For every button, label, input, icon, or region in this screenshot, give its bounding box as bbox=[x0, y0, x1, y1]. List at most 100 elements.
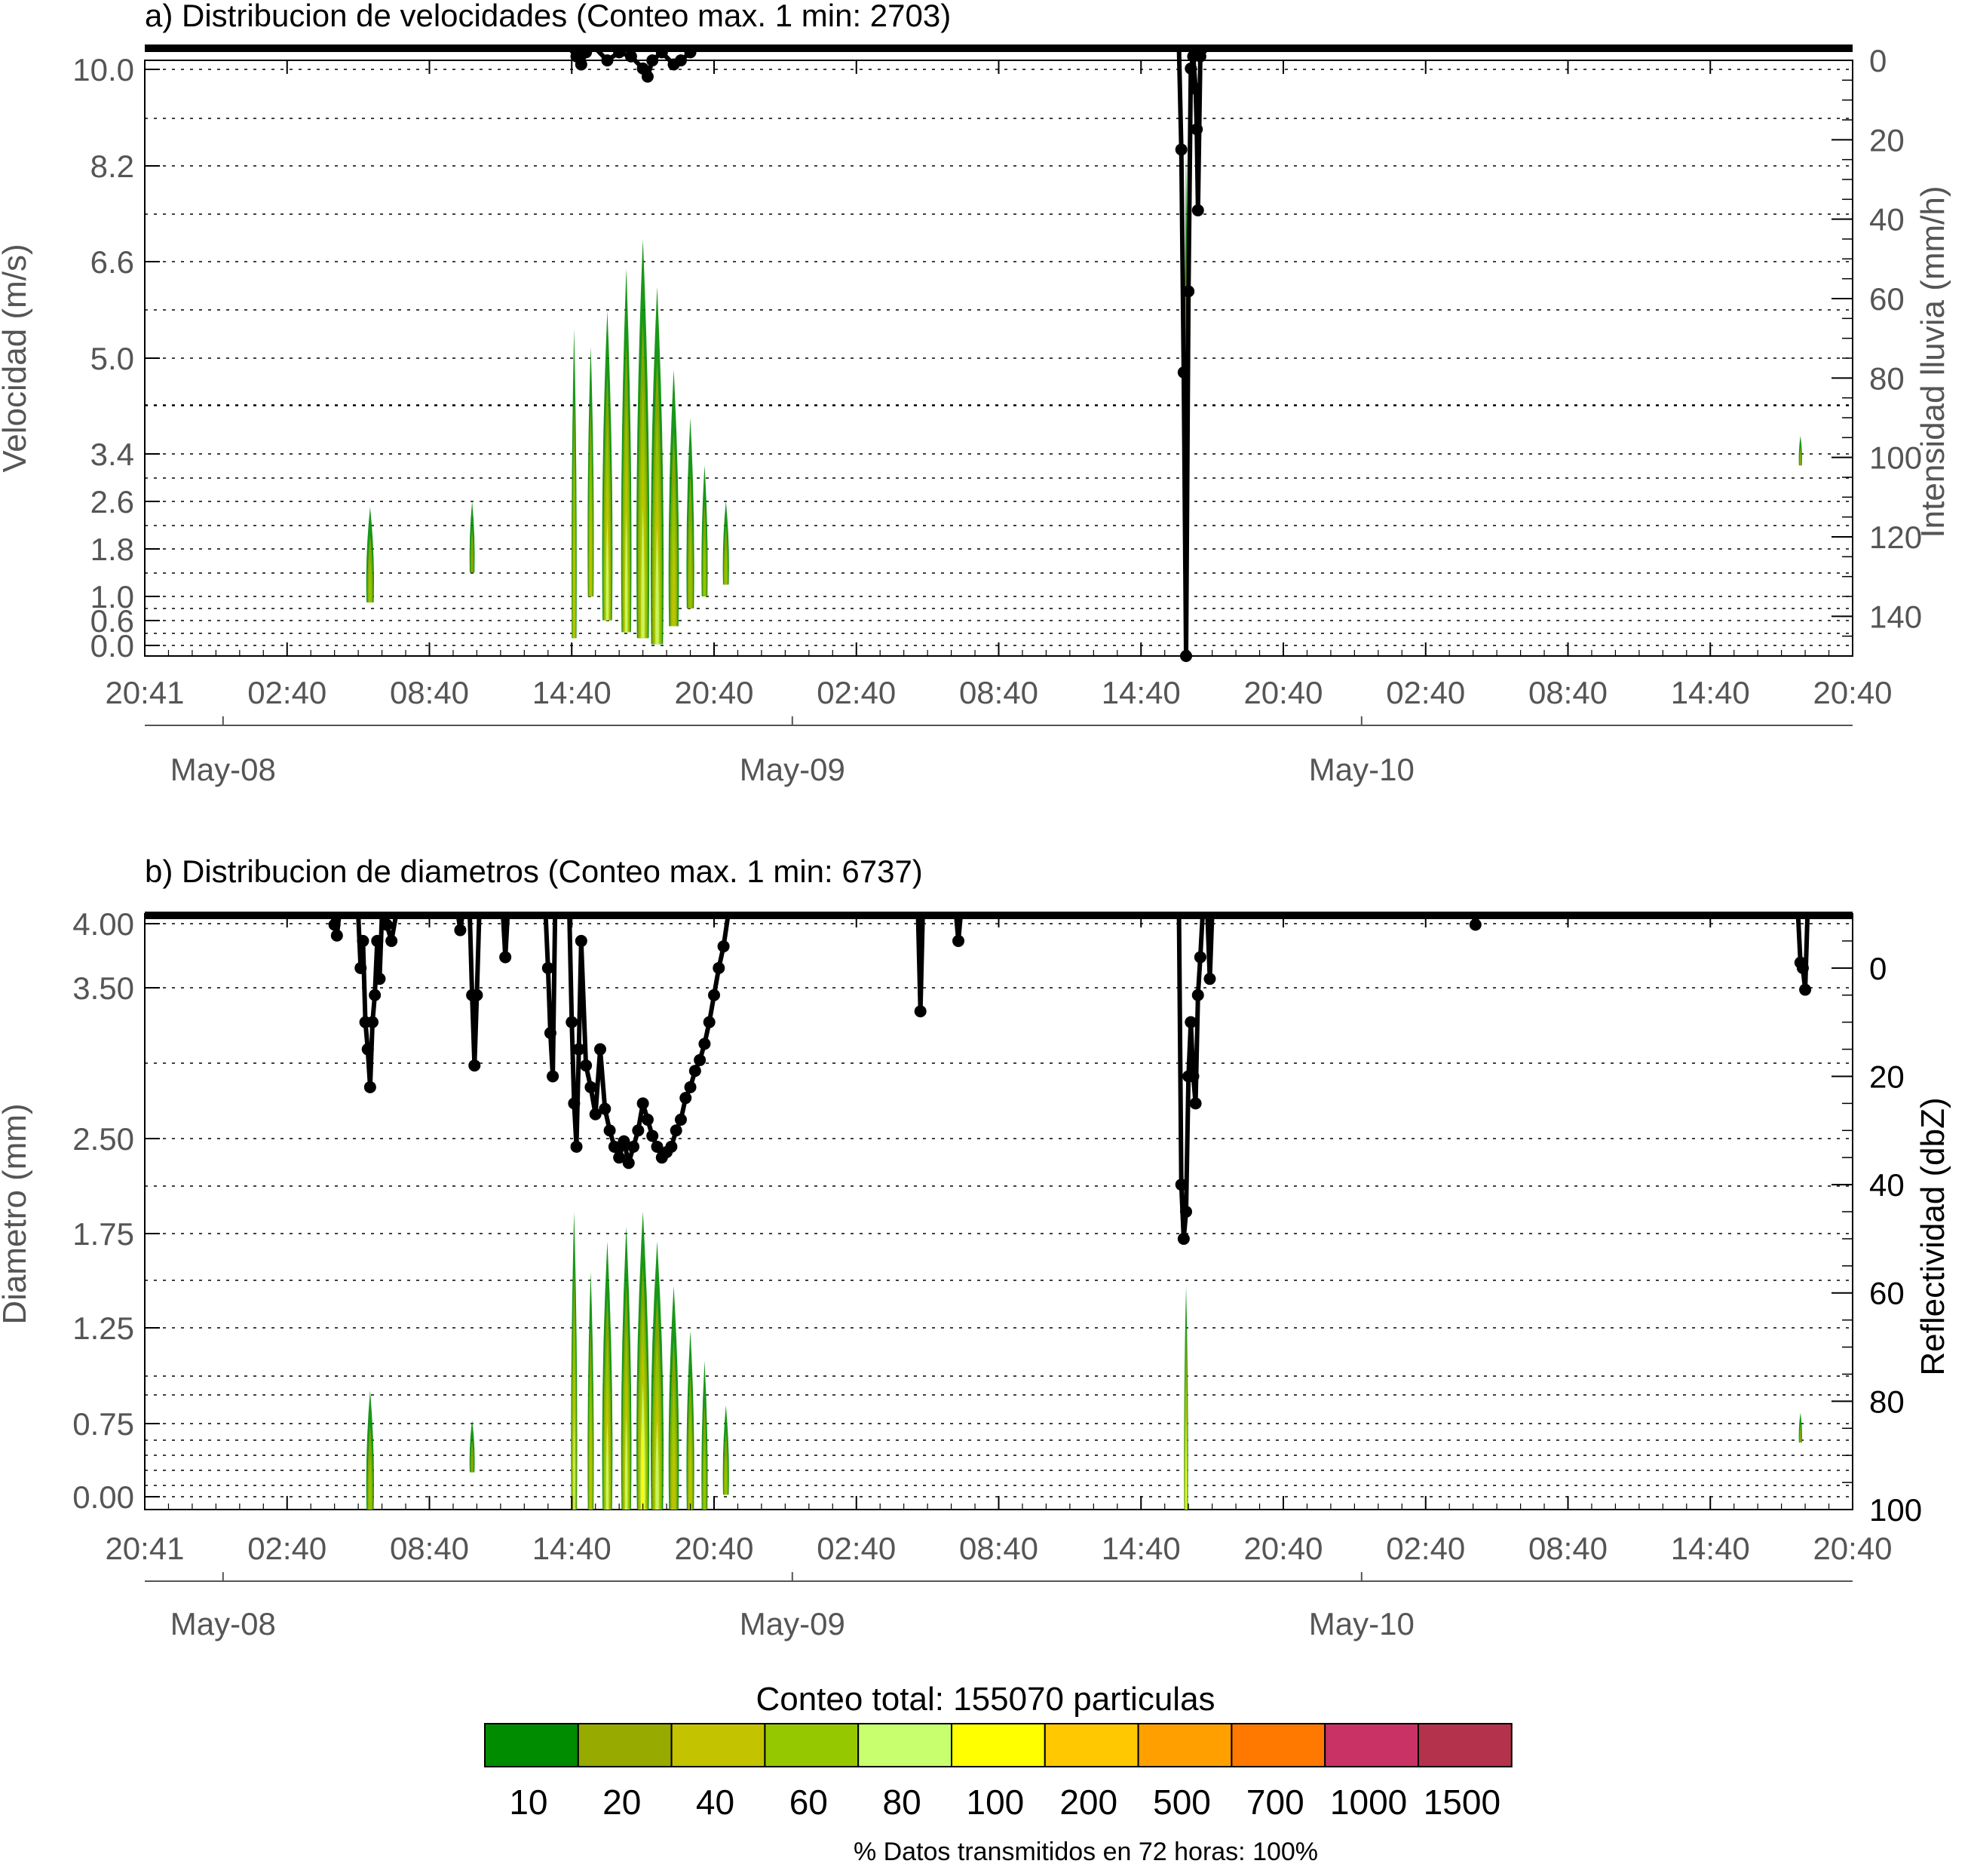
series-point bbox=[613, 1151, 626, 1164]
colorbar-swatch bbox=[951, 1723, 1046, 1767]
heat-level bbox=[590, 500, 592, 596]
series-point bbox=[580, 1059, 593, 1072]
x-tick-label: 02:40 bbox=[1386, 1531, 1465, 1566]
panel-b-frame bbox=[144, 913, 1853, 1510]
heat-level bbox=[703, 1440, 707, 1510]
x-tick-label: 14:40 bbox=[532, 675, 612, 710]
series-point bbox=[1185, 1016, 1197, 1028]
colorbar-label: 40 bbox=[696, 1783, 734, 1822]
diameter-chart: 4.00 3.50 2.50 1.75 1.25 0.75 0.00 0 20 40 60 80 10… bbox=[0, 906, 1951, 1642]
series-point bbox=[627, 1140, 640, 1153]
series-point bbox=[914, 1005, 927, 1018]
velocity-distribution bbox=[366, 149, 1802, 656]
series-point bbox=[330, 929, 343, 942]
diameter-distribution bbox=[366, 1212, 1802, 1510]
series-point bbox=[1187, 1070, 1200, 1083]
series-point bbox=[566, 1016, 578, 1028]
series-point bbox=[1191, 123, 1203, 136]
series-point bbox=[1191, 204, 1204, 216]
series-point bbox=[1469, 918, 1482, 931]
y2-tick-label: 140 bbox=[1869, 599, 1922, 634]
series-point bbox=[670, 1124, 682, 1137]
y-tick-label: 5.0 bbox=[90, 341, 134, 376]
y2-tick-label: 100 bbox=[1869, 440, 1922, 476]
x-tick-label: 02:40 bbox=[817, 675, 896, 710]
colorbar-label: 20 bbox=[602, 1783, 641, 1822]
diameter-axis: 4.00 3.50 2.50 1.75 1.25 0.75 0.00 bbox=[72, 906, 160, 1515]
series-point bbox=[594, 1043, 606, 1056]
series-point bbox=[698, 1038, 711, 1050]
day-label: May-09 bbox=[740, 752, 845, 787]
colorbar-swatch bbox=[1324, 1723, 1419, 1767]
colorbar-label: 10 bbox=[509, 1783, 547, 1822]
y-tick-label: 1.8 bbox=[90, 532, 134, 567]
heat-level bbox=[655, 1421, 659, 1510]
y-tick-label: 0.00 bbox=[72, 1479, 134, 1515]
series-point bbox=[1191, 989, 1204, 1001]
y2-tick-label: 40 bbox=[1869, 202, 1905, 238]
heat-level bbox=[605, 517, 609, 621]
series-point bbox=[454, 924, 467, 936]
x-tick-label: 14:40 bbox=[532, 1531, 612, 1566]
series-point bbox=[624, 50, 637, 63]
colorbar-swatch bbox=[764, 1723, 860, 1767]
heat-level bbox=[725, 545, 728, 585]
series-point bbox=[952, 934, 965, 947]
heat-level bbox=[624, 1415, 628, 1510]
x-tick-label: 14:40 bbox=[1671, 1531, 1750, 1566]
series-point bbox=[544, 1027, 556, 1039]
colorbar-swatch bbox=[1137, 1723, 1233, 1767]
heat-level bbox=[725, 1453, 728, 1495]
rain-intensity-axis-label: Intensidad lluvia (mm/h) bbox=[1914, 185, 1951, 538]
series-point bbox=[646, 1130, 659, 1142]
heat-level bbox=[1799, 447, 1802, 466]
y-tick-label: 1.75 bbox=[72, 1216, 134, 1252]
heat-level bbox=[368, 1454, 372, 1510]
panel-b-title: b) Distribucion de diametros (Conteo max… bbox=[145, 854, 923, 889]
colorbar-label: 60 bbox=[789, 1783, 828, 1822]
rain-intensity-axis: 0 20 40 60 80 100 120 140 bbox=[1832, 43, 1922, 657]
x-tick-label: 20:40 bbox=[674, 1531, 753, 1566]
series-point bbox=[601, 54, 614, 67]
series-point bbox=[713, 961, 725, 974]
y2-tick-label: 0 bbox=[1869, 951, 1887, 986]
series-point bbox=[641, 1113, 654, 1126]
series-point bbox=[717, 940, 730, 953]
x-tick-label: 14:40 bbox=[1671, 675, 1750, 710]
heat-level bbox=[368, 558, 372, 602]
y-tick-label: 6.6 bbox=[90, 244, 134, 280]
series-point bbox=[1185, 62, 1197, 75]
colorbar-label: 80 bbox=[883, 1783, 921, 1822]
day-label: May-08 bbox=[170, 1606, 276, 1642]
y-tick-label: 3.50 bbox=[72, 970, 134, 1006]
series-point bbox=[547, 1070, 559, 1083]
x-tick-label: 08:40 bbox=[1528, 675, 1608, 710]
series-point bbox=[361, 1043, 374, 1056]
time-axis-a: 20:41 02:40 08:40 14:40 20:40 02:40 08:40 14:40… bbox=[105, 60, 1893, 787]
colorbar-swatch bbox=[1231, 1723, 1326, 1767]
heat-level bbox=[590, 1418, 592, 1510]
series-point bbox=[674, 1113, 687, 1126]
colorbar-swatch bbox=[484, 1723, 579, 1767]
series-point bbox=[684, 1081, 697, 1093]
colorbar-swatch bbox=[1044, 1723, 1139, 1767]
series-point bbox=[584, 1081, 597, 1093]
series-point bbox=[603, 1124, 616, 1137]
colorbar-label: 700 bbox=[1246, 1783, 1304, 1822]
series-point bbox=[499, 951, 512, 964]
series-point bbox=[580, 46, 593, 59]
reflectivity-axis: 0 20 40 60 80 100 bbox=[1832, 913, 1922, 1528]
heat-level bbox=[605, 1421, 609, 1510]
y-tick-label: 10.0 bbox=[72, 52, 134, 87]
series-point bbox=[357, 934, 369, 947]
x-tick-label: 20:40 bbox=[674, 675, 753, 710]
series-point bbox=[471, 989, 483, 1001]
heat-level bbox=[573, 1410, 575, 1510]
heat-level bbox=[641, 1421, 645, 1510]
y-tick-label: 8.2 bbox=[90, 149, 134, 184]
x-tick-label: 20:40 bbox=[1243, 675, 1323, 710]
colorbar-label: 200 bbox=[1059, 1783, 1117, 1822]
colorbar-label: 500 bbox=[1153, 1783, 1211, 1822]
series-point bbox=[694, 1053, 707, 1066]
time-axis-b: 20:41 02:40 08:40 14:40 20:40 02:40 08:40 14:40… bbox=[105, 914, 1893, 1642]
